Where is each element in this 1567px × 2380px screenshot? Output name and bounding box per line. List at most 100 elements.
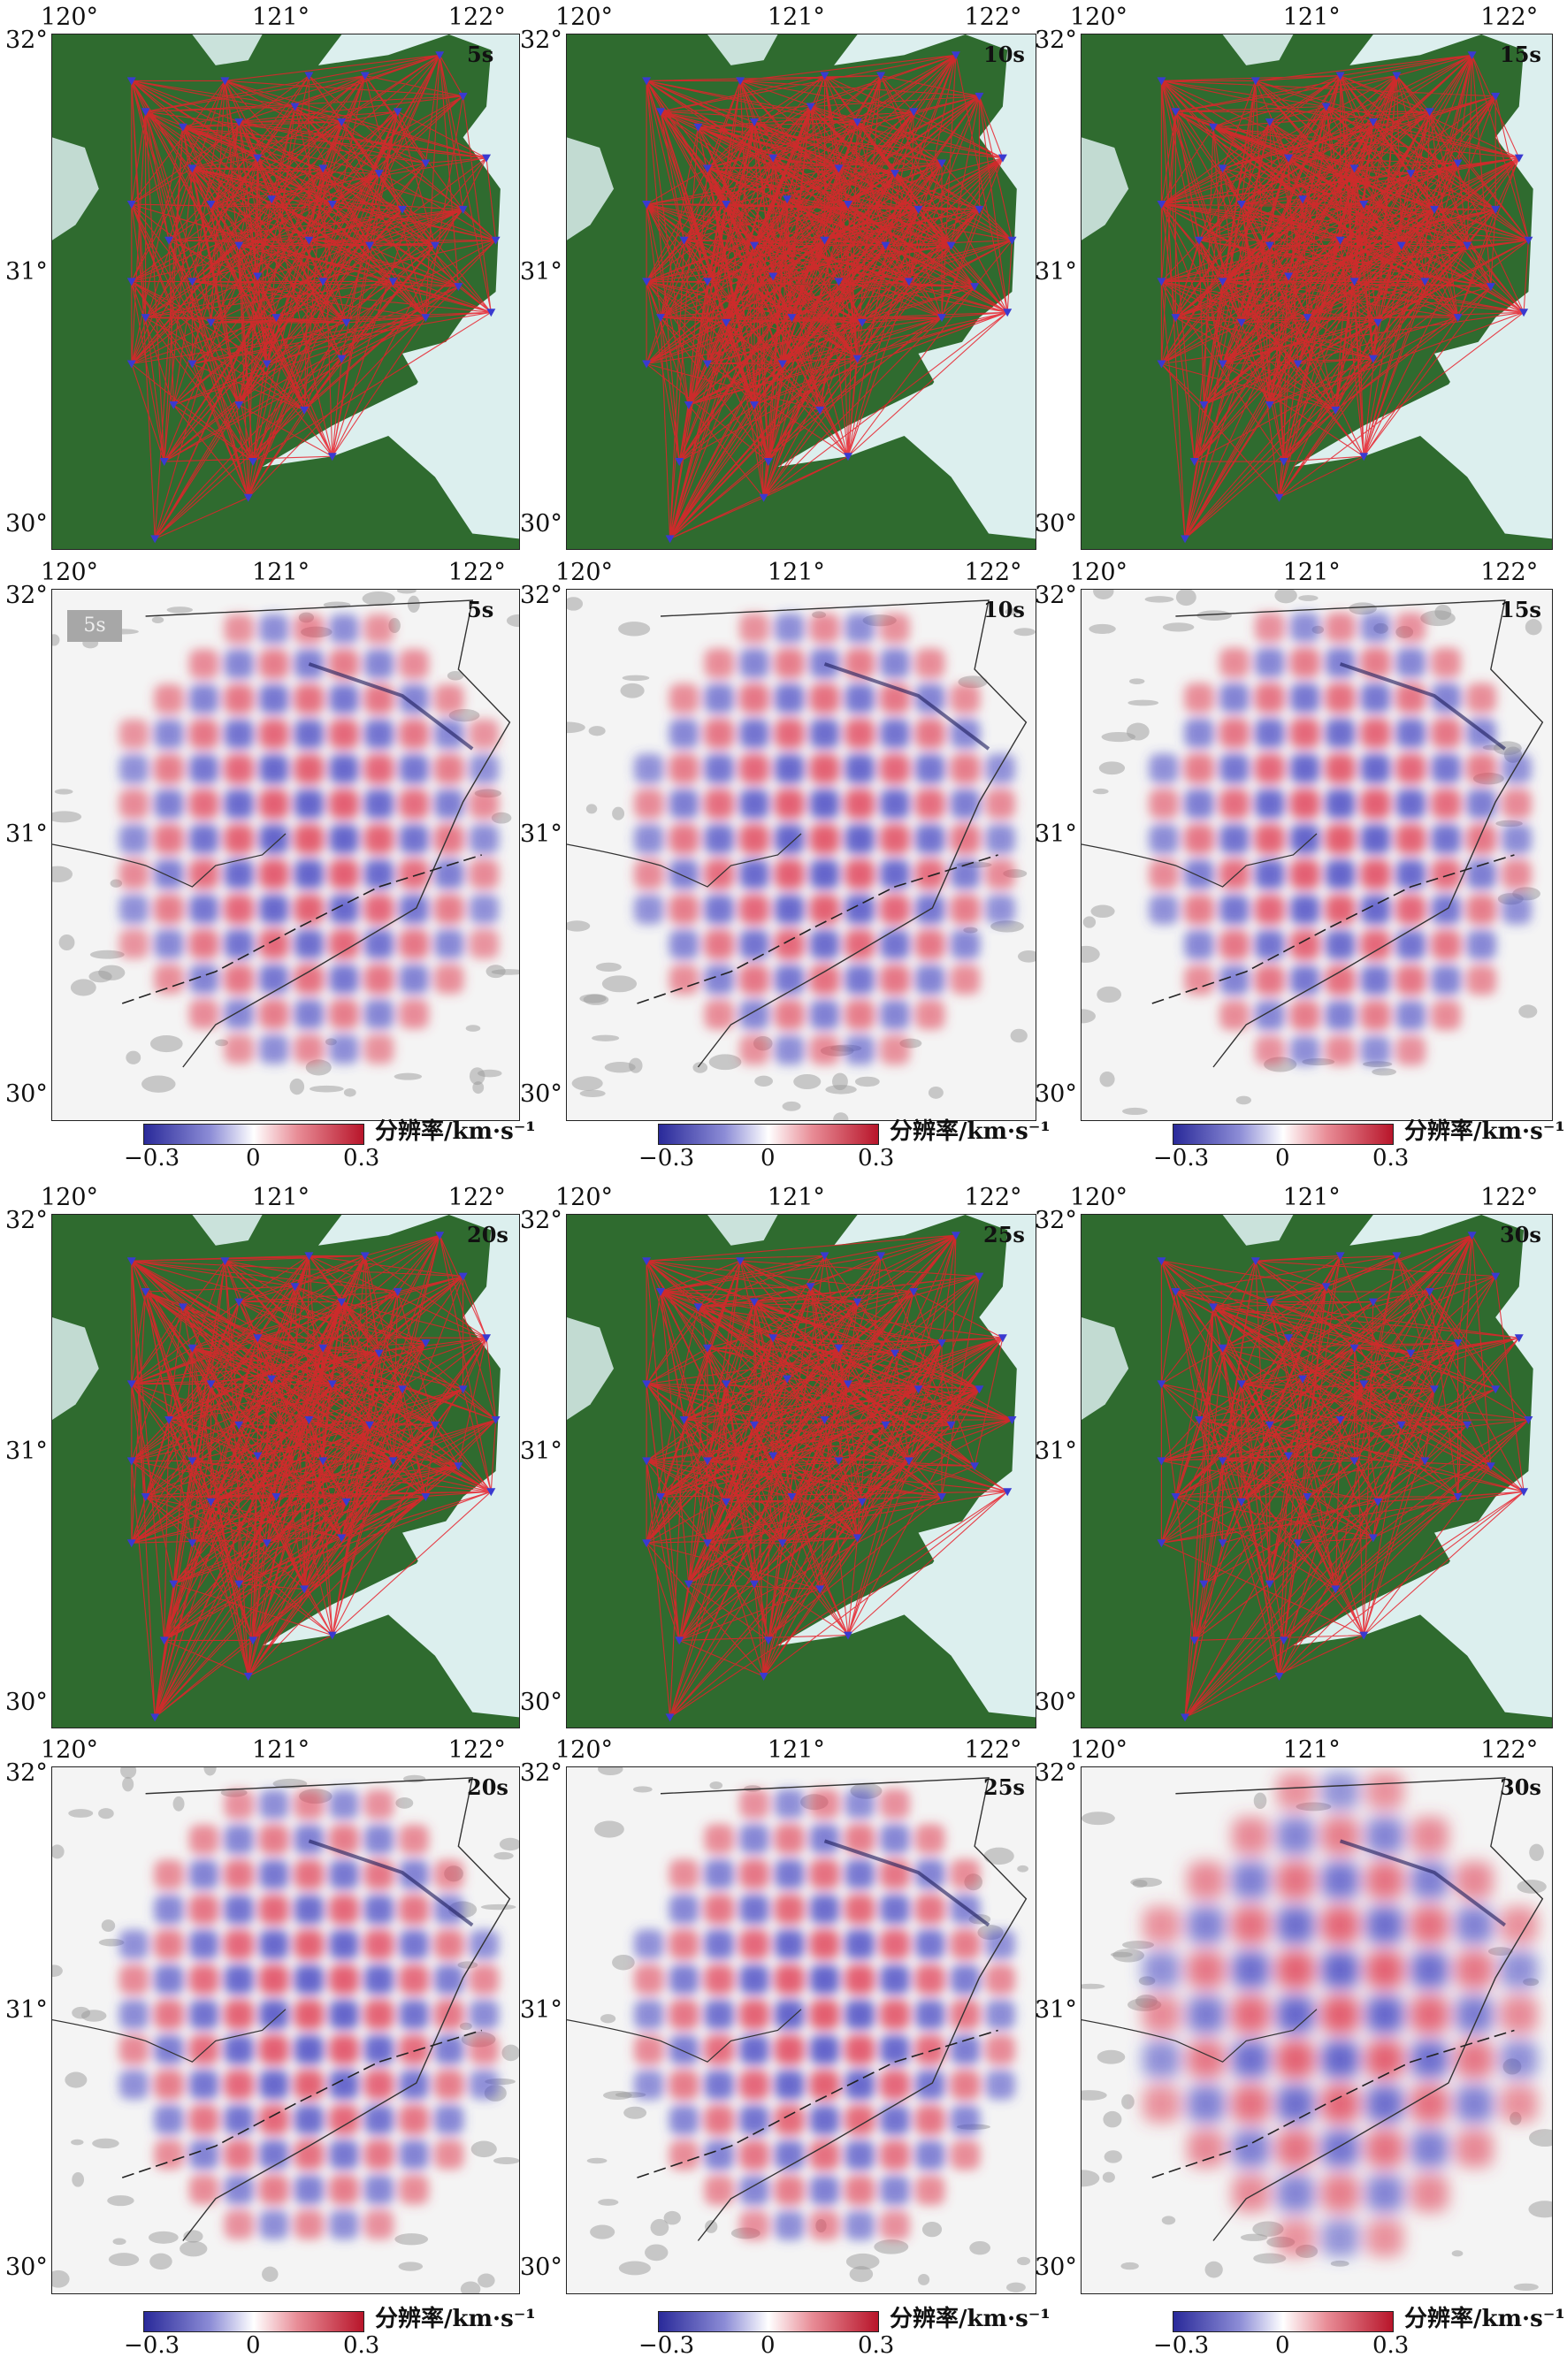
station-marker (1157, 1380, 1166, 1389)
colorbar (658, 1124, 879, 1145)
station-marker (141, 314, 150, 323)
station-marker (435, 51, 445, 60)
station-marker (946, 1421, 956, 1430)
colorbar-tick: 0 (761, 2332, 776, 2359)
latitude-tick: 32° (1035, 1759, 1077, 1787)
station-marker (1171, 108, 1181, 117)
station-marker (1349, 1344, 1359, 1353)
station-marker (126, 1539, 136, 1548)
station-marker (1189, 458, 1199, 467)
period-label: 15s (1500, 42, 1541, 67)
station-marker (891, 170, 899, 179)
station-marker (750, 1580, 759, 1589)
station-marker (187, 1344, 197, 1353)
station-marker (1218, 360, 1227, 369)
station-marker (759, 1673, 768, 1681)
station-marker (876, 72, 886, 80)
ray-path-map-panel (566, 34, 1036, 550)
station-marker (304, 72, 314, 80)
longitude-tick: 121° (1282, 1184, 1341, 1211)
station-marker (1157, 77, 1166, 86)
period-label: 30s (1500, 1222, 1541, 1247)
station-marker (1406, 170, 1416, 179)
period-label: 5s (467, 42, 494, 67)
station-marker (1250, 1257, 1260, 1266)
station-marker (1392, 72, 1402, 80)
longitude-tick: 120° (555, 1736, 614, 1764)
station-marker (750, 401, 759, 410)
station-marker (881, 241, 891, 250)
station-marker (852, 1534, 862, 1543)
latitude-tick: 30° (1035, 2254, 1077, 2282)
station-marker (1157, 360, 1166, 369)
colorbar (1173, 1124, 1394, 1145)
station-marker (1157, 1457, 1166, 1466)
colorbar (143, 1124, 364, 1145)
station-marker (1157, 201, 1166, 210)
station-marker (1208, 1303, 1218, 1312)
station-marker (271, 1493, 281, 1501)
station-marker (1335, 1416, 1345, 1424)
latitude-tick: 32° (520, 27, 562, 54)
station-marker (187, 278, 197, 286)
station-marker (1519, 309, 1529, 317)
latitude-tick: 31° (1035, 1438, 1077, 1466)
latitude-tick: 30° (520, 1080, 562, 1108)
latitude-tick: 30° (5, 510, 48, 538)
station-marker (1303, 314, 1312, 323)
latitude-tick: 32° (5, 1759, 48, 1787)
latitude-tick: 31° (520, 258, 562, 286)
station-marker (1279, 458, 1288, 467)
station-marker (1373, 318, 1383, 327)
latitude-tick: 32° (5, 1207, 48, 1234)
station-marker (1335, 1252, 1345, 1261)
station-marker (642, 1380, 652, 1389)
station-marker (722, 1498, 731, 1507)
station-marker (243, 1673, 253, 1681)
station-marker (220, 77, 230, 86)
latitude-tick: 32° (520, 1207, 562, 1234)
station-marker (421, 1493, 431, 1501)
station-marker (159, 458, 169, 467)
station-marker (703, 1344, 712, 1353)
station-marker (1392, 1252, 1402, 1261)
station-marker (393, 108, 402, 117)
station-marker (1284, 1452, 1294, 1461)
station-marker (904, 1457, 913, 1466)
station-marker (458, 92, 468, 101)
station-marker (1218, 164, 1227, 173)
longitude-tick: 121° (767, 1736, 825, 1764)
station-marker (679, 236, 689, 245)
station-marker (1236, 1498, 1246, 1507)
station-marker (665, 1713, 675, 1722)
station-marker (337, 1298, 347, 1307)
ray-path-map-panel (1081, 1214, 1553, 1728)
ray-path-map-panel (51, 1214, 520, 1728)
station-marker (750, 1421, 759, 1430)
station-marker (304, 1252, 314, 1261)
station-marker (876, 1252, 886, 1261)
station-marker (126, 77, 136, 86)
station-marker (703, 164, 712, 173)
station-marker (1359, 201, 1369, 210)
station-marker (1420, 1457, 1430, 1466)
station-marker (1293, 360, 1303, 369)
station-marker (1321, 1283, 1331, 1292)
station-marker (1157, 1539, 1166, 1548)
station-marker (1519, 1488, 1529, 1497)
station-marker (1373, 1498, 1383, 1507)
station-marker (178, 123, 187, 132)
station-marker (768, 154, 778, 163)
latitude-tick: 31° (1035, 1995, 1077, 2024)
longitude-tick: 120° (41, 4, 99, 31)
longitude-tick: 120° (555, 559, 614, 586)
station-marker (1359, 453, 1369, 462)
station-marker (665, 535, 675, 544)
station-marker (656, 1493, 665, 1501)
station-marker (421, 1339, 431, 1347)
station-marker (820, 236, 829, 245)
longitude-tick: 120° (1070, 1184, 1128, 1211)
station-marker (750, 241, 759, 250)
station-marker (1331, 1585, 1341, 1594)
station-marker (253, 1452, 263, 1461)
